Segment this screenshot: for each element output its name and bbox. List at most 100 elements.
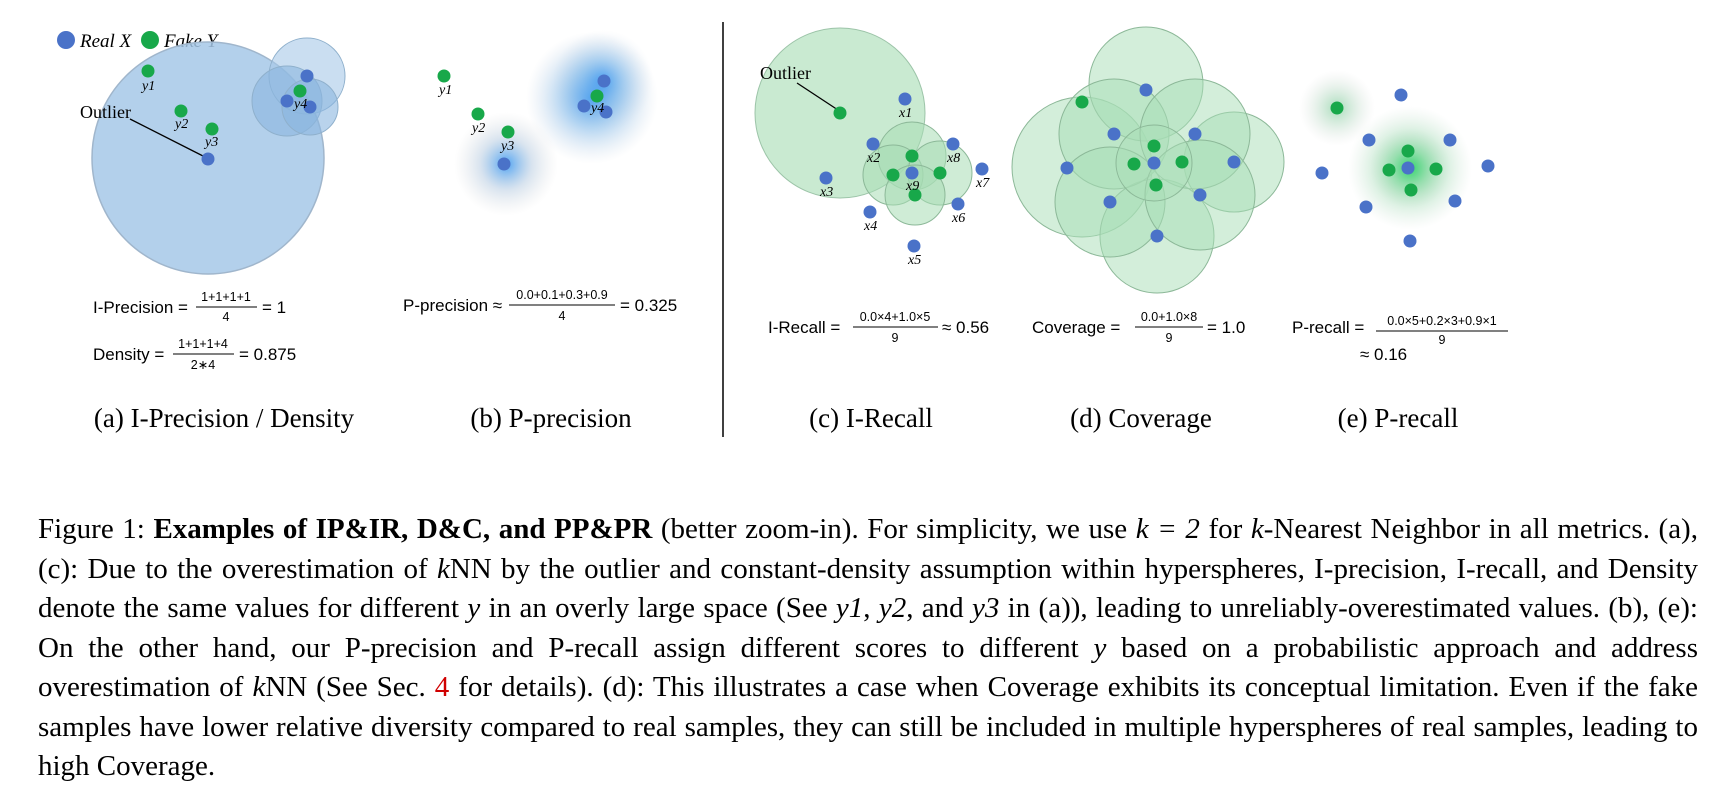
formula-lhs: I-Precision = (93, 298, 188, 317)
formula-denominator: 9 (1439, 333, 1446, 347)
formula-rhs: = 0.875 (239, 345, 296, 364)
x-label: x7 (975, 176, 990, 191)
y-label: y1 (437, 83, 452, 98)
subcaption-c: (c) I-Recall (809, 403, 933, 433)
formula-denominator: 4 (559, 309, 566, 323)
caption-text: NN by the outlier and constant-density a… (38, 552, 1699, 625)
real-point (497, 157, 511, 171)
real-point (905, 166, 919, 180)
section-reference-link[interactable]: 4 (434, 671, 450, 703)
formula-rhs: ≈ 0.16 (1360, 345, 1407, 364)
fake-point (293, 84, 307, 98)
fake-point (1382, 163, 1396, 177)
caption-text: in an overly large space (See (480, 592, 836, 624)
x-label: x9 (905, 179, 919, 194)
caption-text: based on a probabilistic approach and ad… (38, 631, 1698, 704)
formula-lhs: P-precision ≈ (403, 296, 502, 315)
formula-rhs: = 1.0 (1207, 318, 1245, 337)
caption-math: y (1093, 631, 1107, 664)
fake-point (1404, 183, 1418, 197)
real-point (1107, 127, 1121, 141)
caption-bold-title: Examples of IP&IR, D&C, and PP&PR (153, 513, 653, 545)
caption-math: k (436, 552, 450, 585)
caption-math: y2 (878, 592, 907, 624)
caption-text: (better zoom-in). For simplicity, we use (652, 513, 1136, 545)
caption-math: k = 2 (1135, 513, 1200, 545)
real-point (1150, 229, 1164, 243)
real-point (907, 239, 921, 253)
outlier-label: Outlier (80, 102, 131, 122)
caption-text: NN (See Sec. (265, 671, 435, 703)
fake-point (1075, 95, 1089, 109)
fake-point (1175, 155, 1189, 169)
formula-numerator: 0.0+1.0×8 (1141, 310, 1197, 324)
panel-a: Real X Fake Y Outlier y1 y2 y3 y4 I-Prec… (57, 31, 355, 433)
pprecision-formula: P-precision ≈ 0.0+0.1+0.3+0.9 4 = 0.325 (403, 288, 677, 323)
y-label: y4 (589, 101, 604, 116)
panel-e: P-recall = 0.0×5+0.2×3+0.9×1 9 ≈ 0.16 (e… (1292, 70, 1508, 433)
real-legend-dot (57, 31, 75, 49)
real-point (280, 94, 294, 108)
x-label: x5 (907, 253, 921, 268)
real-legend-label: Real X (79, 31, 133, 52)
formula-lhs: P-recall = (1292, 318, 1364, 337)
outlier-label: Outlier (760, 63, 811, 83)
outlier-pointer (796, 82, 839, 111)
fake-point (1149, 178, 1163, 192)
fake-point (1330, 101, 1344, 115)
subcaption-a: (a) I-Precision / Density (94, 403, 355, 433)
x-label: x3 (819, 185, 833, 200)
fake-legend-dot (141, 31, 159, 49)
subcaption-e: (e) P-recall (1338, 403, 1459, 433)
formula-rhs: = 0.325 (620, 296, 677, 315)
caption-text: for details). (d): This illustrates a ca… (38, 671, 1698, 782)
panel-d: Coverage = 0.0+1.0×8 9 = 1.0 (d) Coverag… (1011, 26, 1285, 433)
y-label: y3 (203, 135, 218, 150)
formula-denominator: 4 (223, 310, 230, 324)
real-point (577, 99, 591, 113)
real-point (866, 137, 880, 151)
fake-point (205, 122, 219, 136)
y-label: y3 (499, 139, 514, 154)
coverage-formula: Coverage = 0.0+1.0×8 9 = 1.0 (1032, 310, 1245, 345)
formula-lhs: Density = (93, 345, 164, 364)
subcaption-b: (b) P-precision (470, 403, 632, 433)
real-point (951, 197, 965, 211)
real-point (1315, 166, 1329, 180)
real-point (975, 162, 989, 176)
real-point (1448, 194, 1462, 208)
real-point (1403, 234, 1417, 248)
x-label: x1 (898, 106, 912, 121)
real-point (1147, 156, 1161, 170)
real-point (1481, 159, 1495, 173)
x-label: x2 (866, 151, 880, 166)
real-point (898, 92, 912, 106)
caption-text: , and (906, 592, 972, 624)
panel-c: Outlier x1 x2 x3 x4 x5 x6 x7 x8 x9 I-Rec… (754, 27, 990, 433)
fake-point (501, 125, 515, 139)
fake-point (886, 168, 900, 182)
fake-point (905, 149, 919, 163)
real-point (1227, 155, 1241, 169)
formula-numerator: 1+1+1+4 (178, 337, 228, 351)
precall-formula: P-recall = 0.0×5+0.2×3+0.9×1 9 ≈ 0.16 (1292, 314, 1508, 364)
fake-point (141, 64, 155, 78)
caption-math: y1 (835, 592, 864, 624)
y-label: y1 (140, 79, 155, 94)
real-point (946, 137, 960, 151)
real-point (1362, 133, 1376, 147)
panel-b: y1 y2 y3 y4 P-precision ≈ 0.0+0.1+0.3+0.… (403, 30, 677, 433)
x-label: x4 (863, 219, 877, 234)
caption-text: in (a)), leading to unreliably-overestim… (38, 592, 1698, 664)
real-point (1401, 161, 1415, 175)
real-point (300, 69, 314, 83)
fake-point (1401, 144, 1415, 158)
density-formula: Density = 1+1+1+4 2∗4 = 0.875 (93, 337, 296, 372)
real-point (201, 152, 215, 166)
y-label: y2 (470, 121, 485, 136)
caption-text: for (1199, 513, 1251, 545)
caption-text: -Nearest Neighbor in all metrics. (a), (… (38, 513, 1698, 585)
y-label: y2 (173, 117, 188, 132)
x-label: x6 (951, 211, 965, 226)
fake-point (1127, 157, 1141, 171)
